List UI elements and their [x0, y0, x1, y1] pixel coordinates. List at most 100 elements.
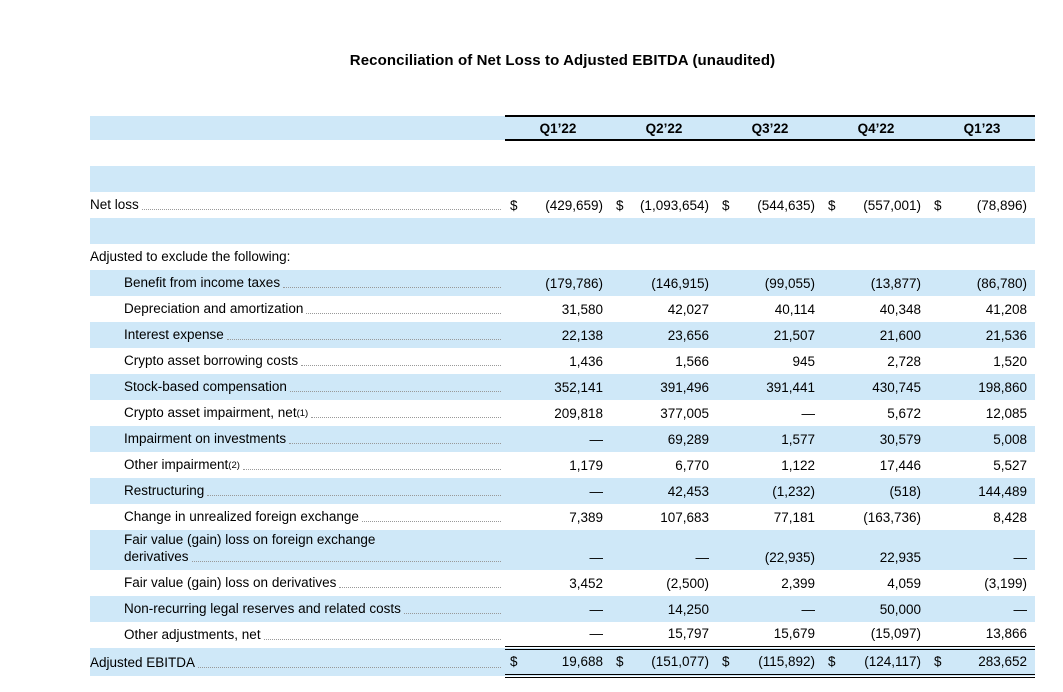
table-row: Crypto asset impairment, net (1) 209,818 37… [90, 400, 1035, 426]
cell-value: 15,679 [773, 626, 815, 641]
cell-value: 15,797 [667, 626, 709, 641]
dotted-leader [263, 639, 501, 640]
table-row: Restructuring —42,453 (1,232) (518) 144,489 [90, 478, 1035, 504]
row-label: Interest expense [90, 322, 505, 348]
table-row: Non-recurring legal reserves and related… [90, 596, 1035, 622]
cell-value: $ (78,896) [934, 198, 1027, 213]
cell-value: 1,577 [717, 426, 823, 452]
cell-value [717, 244, 823, 270]
cell-value: $283,652 [929, 646, 1035, 678]
dotted-leader [361, 521, 501, 522]
row-label: Depreciation and amortization [90, 296, 505, 322]
currency-symbol: $ [616, 654, 624, 669]
cell-value: (99,055) [717, 270, 823, 296]
cell-value: — [505, 596, 611, 622]
table-row: Fair value (gain) loss on derivatives 3,4… [90, 570, 1035, 596]
cell-value: 23,656 [611, 322, 717, 348]
cell-value: 42,453 [611, 478, 717, 504]
cell-value: 144,489 [929, 478, 1035, 504]
cell-value: 22,138 [505, 322, 611, 348]
cell-value: — [801, 406, 816, 421]
cell-value: 352,141 [505, 374, 611, 400]
cell-value: 1,179 [569, 458, 603, 473]
cell-value: 7,389 [569, 510, 603, 525]
cell-value: 12,085 [985, 406, 1027, 421]
row-label: Impairment on investments [90, 426, 505, 452]
dotted-leader [306, 313, 501, 314]
cell-value: — [929, 530, 1035, 570]
row-label: Net loss [90, 192, 505, 218]
cell-value: (163,736) [863, 510, 921, 525]
currency-symbol: $ [722, 654, 730, 669]
cell-value: 2,399 [781, 576, 815, 591]
cell-value: 13,866 [985, 626, 1027, 641]
cell-value: 198,860 [929, 374, 1035, 400]
spacer-cell [90, 166, 1035, 192]
cell-value: — [589, 626, 604, 641]
dotted-leader [301, 365, 501, 366]
cell-value: (3,199) [984, 576, 1027, 591]
dotted-leader [339, 587, 501, 588]
currency-symbol: $ [510, 198, 518, 213]
cell-value: 4,059 [887, 576, 921, 591]
currency-symbol: $ [828, 198, 836, 213]
cell-value: 5,008 [929, 426, 1035, 452]
column-header: Q1’23 [929, 115, 1035, 141]
dotted-leader [198, 667, 501, 668]
currency-symbol: $ [510, 654, 518, 669]
cell-value: 3,452 [569, 576, 603, 591]
cell-value: 107,683 [660, 510, 709, 525]
table-row: Adjusted EBITDA $19,688 $ (151,077) $ (115,89… [90, 646, 1035, 678]
cell-value: — [505, 478, 611, 504]
cell-value: 41,208 [985, 302, 1027, 317]
cell-value: 430,745 [823, 374, 929, 400]
row-label: Other adjustments, net [90, 622, 505, 648]
row-label: Other impairment (2) [90, 452, 505, 478]
dotted-leader [242, 469, 501, 470]
column-header: Q1’22 [505, 115, 611, 141]
cell-value: — [611, 530, 717, 570]
cell-value: $ (115,892) [717, 646, 823, 678]
cell-value: 50,000 [823, 596, 929, 622]
currency-symbol: $ [616, 198, 624, 213]
cell-value: $19,688 [505, 646, 611, 678]
spacer-row [90, 218, 1035, 244]
cell-value: 6,770 [675, 458, 709, 473]
cell-value: 8,428 [993, 510, 1027, 525]
table-row: Interest expense 22,138 23,656 21,507 21,600… [90, 322, 1035, 348]
cell-value: $ (124,117) [823, 646, 929, 678]
cell-value: 40,114 [774, 302, 815, 317]
cell-value: 17,446 [879, 458, 921, 473]
table-row: Net loss $ (429,659) $ (1,093,654) $ (544,635)… [90, 192, 1035, 218]
cell-value: 2,728 [887, 354, 921, 369]
dotted-leader [289, 443, 501, 444]
dotted-leader [207, 495, 501, 496]
row-label: Crypto asset borrowing costs [90, 348, 505, 374]
cell-value: 14,250 [611, 596, 717, 622]
cell-value: — [505, 426, 611, 452]
header-label-spacer [90, 116, 505, 140]
cell-value: (86,780) [929, 270, 1035, 296]
column-header: Q2’22 [611, 115, 717, 141]
cell-value: (518) [823, 478, 929, 504]
table-row: Other impairment (2) 1,179 6,770 1,122 17,446… [90, 452, 1035, 478]
cell-value: (15,097) [870, 626, 921, 641]
table-row: Impairment on investments —69,289 1,577 30,… [90, 426, 1035, 452]
cell-value: 30,579 [823, 426, 929, 452]
cell-value [611, 244, 717, 270]
table-row: Adjusted to exclude the following: [90, 244, 1035, 270]
cell-value: 40,348 [879, 302, 921, 317]
dotted-leader [226, 339, 501, 340]
table-body: Net loss $ (429,659) $ (1,093,654) $ (544,635)… [90, 140, 1035, 678]
cell-value: — [717, 596, 823, 622]
page-title: Reconciliation of Net Loss to Adjusted E… [349, 52, 776, 69]
currency-symbol: $ [722, 198, 730, 213]
cell-value: $ (429,659) [510, 198, 603, 213]
currency-symbol: $ [934, 198, 942, 213]
spacer-cell [90, 140, 1035, 166]
cell-value: 1,566 [675, 354, 709, 369]
cell-value: 945 [792, 354, 815, 369]
cell-value: 1,122 [781, 458, 815, 473]
row-label: Stock-based compensation [90, 374, 505, 400]
dotted-leader [191, 561, 501, 562]
